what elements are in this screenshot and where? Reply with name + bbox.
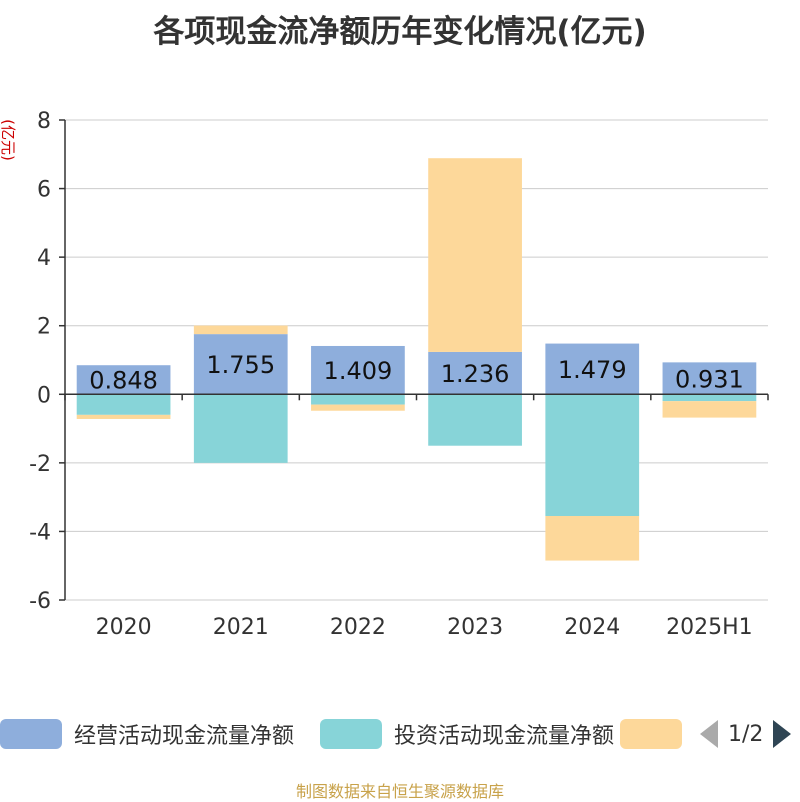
bar-operating xyxy=(428,351,522,395)
bar-operating xyxy=(662,362,757,395)
bar-investing xyxy=(311,394,405,405)
bar-operating xyxy=(193,334,288,395)
bar-investing xyxy=(76,394,171,415)
x-tick-label: 2021 xyxy=(213,615,269,640)
legend-label-operating: 经营活动现金流量净额 xyxy=(74,724,295,749)
bar-value-label: 1.479 xyxy=(558,356,627,384)
source-note: 制图数据来自恒生聚源数据库 xyxy=(295,782,504,801)
bar-operating xyxy=(311,345,405,395)
legend-swatch-financing xyxy=(620,719,682,749)
y-tick-label: -6 xyxy=(29,589,51,614)
bar-financing xyxy=(545,516,640,561)
legend: 经营活动现金流量净额 投资活动现金流量净额 xyxy=(0,716,800,752)
legend-swatch-investing xyxy=(320,719,382,749)
legend-item-investing[interactable]: 投资活动现金流量净额 xyxy=(320,716,614,752)
pager-prev-icon[interactable] xyxy=(700,720,718,748)
legend-label-investing: 投资活动现金流量净额 xyxy=(394,724,615,749)
y-tick-label: 2 xyxy=(37,315,51,340)
bar-financing xyxy=(662,401,757,418)
legend-pager: 1/2 xyxy=(700,716,792,752)
x-tick-label: 2025H1 xyxy=(666,615,753,640)
pager-text: 1/2 xyxy=(728,721,764,747)
bar-value-label: 0.848 xyxy=(89,367,158,395)
bar-investing xyxy=(662,394,757,402)
bar-value-label: 1.236 xyxy=(441,360,510,388)
y-tick-label: 8 xyxy=(37,109,51,134)
bar-value-label: 1.409 xyxy=(324,357,393,385)
y-tick-label: 0 xyxy=(37,383,51,408)
bar-investing xyxy=(428,394,522,446)
legend-item-financing[interactable] xyxy=(620,716,694,752)
bar-financing xyxy=(428,158,522,352)
bar-financing xyxy=(76,414,171,419)
x-tick-label: 2022 xyxy=(330,615,386,640)
x-tick-label: 2020 xyxy=(96,615,152,640)
y-tick-label: 4 xyxy=(37,246,51,271)
x-tick-label: 2024 xyxy=(564,615,620,640)
y-axis-label: (亿元) xyxy=(0,119,17,161)
legend-swatch-operating xyxy=(0,719,62,749)
pager-next-icon[interactable] xyxy=(773,720,792,748)
x-tick-label: 2023 xyxy=(447,615,503,640)
bar-value-label: 0.931 xyxy=(675,365,744,393)
y-tick-label: -4 xyxy=(29,520,51,545)
bar-investing xyxy=(193,394,288,463)
legend-item-operating[interactable]: 经营活动现金流量净额 xyxy=(0,716,294,752)
bar-operating xyxy=(76,365,171,395)
bar-value-label: 1.755 xyxy=(206,351,275,379)
y-tick-label: 6 xyxy=(37,178,51,203)
bar-financing xyxy=(311,404,405,411)
y-tick-label: -2 xyxy=(29,452,51,477)
chart-title: 各项现金流净额历年变化情况(亿元) xyxy=(153,14,647,50)
bar-operating xyxy=(545,343,640,395)
bar-financing xyxy=(193,325,288,335)
bar-investing xyxy=(545,394,640,516)
